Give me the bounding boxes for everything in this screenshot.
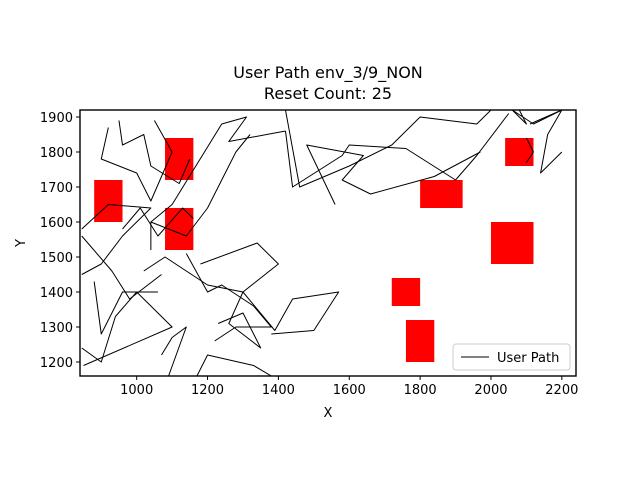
x-tick-label: 1400 — [262, 383, 295, 398]
user-path-segment-12 — [122, 207, 194, 237]
y-tick-label: 1800 — [40, 146, 73, 161]
x-tick-label: 1200 — [191, 383, 224, 398]
user-path-segment-6 — [196, 354, 272, 376]
user-path-segment-20 — [525, 137, 534, 163]
obstacle-rect-2 — [165, 138, 194, 180]
obstacle-rect-8 — [405, 320, 435, 362]
x-axis-label: X — [324, 406, 333, 421]
y-tick-label: 1500 — [40, 251, 73, 266]
user-path-segment-17 — [306, 144, 481, 205]
y-tick-label: 1600 — [40, 216, 73, 231]
user-path-segment-13 — [118, 120, 191, 184]
legend-box — [452, 343, 571, 371]
y-tick-label: 1200 — [40, 356, 73, 371]
user-path-segment-19 — [529, 110, 563, 174]
user-path-segment-5 — [161, 326, 187, 376]
user-path-segment-18 — [511, 110, 563, 125]
legend-label-user-path: User Path — [497, 351, 559, 366]
user-path-segment-15 — [284, 110, 492, 188]
x-tick-label: 1600 — [333, 383, 366, 398]
obstacle-rect-7 — [391, 278, 421, 306]
user-path-segment-16 — [284, 113, 510, 188]
y-tick-label: 1700 — [40, 181, 73, 196]
user-path-segment-2 — [81, 235, 162, 300]
x-tick-label: 1800 — [404, 383, 437, 398]
obstacle-rect-5 — [505, 138, 534, 166]
axis-ticks: 1000 1200 1400 1600 1800 2000 2200 1200 1300 1400… — [40, 111, 578, 398]
x-tick-label: 2200 — [545, 383, 578, 398]
user-path-segment-9 — [217, 291, 340, 349]
user-path-segment-3 — [93, 281, 158, 335]
x-tick-label: 2000 — [474, 383, 507, 398]
obstacle-rect-1 — [94, 180, 123, 222]
y-tick-label: 1900 — [40, 111, 73, 126]
y-tick-label: 1300 — [40, 321, 73, 336]
obstacle-rect-6 — [490, 222, 534, 264]
plot-area-frame — [79, 109, 577, 377]
legend: User Path — [452, 343, 571, 371]
plot-data-layer — [81, 110, 563, 376]
user-path-segment-7 — [185, 253, 272, 342]
user-path-segment-14 — [100, 120, 173, 202]
user-path-segment-1 — [81, 204, 152, 275]
y-axis-label: Y — [14, 239, 29, 248]
x-tick-label: 1000 — [120, 383, 153, 398]
obstacle-rect-4 — [420, 180, 463, 208]
plot-clip-group — [81, 110, 563, 376]
chart-subtitle: Reset Count: 25 — [264, 84, 392, 103]
chart-title: User Path env_3/9_NON — [233, 63, 423, 83]
user-path-segment-11 — [150, 134, 251, 237]
user-path-segment-4 — [81, 291, 173, 366]
y-tick-label: 1400 — [40, 286, 73, 301]
